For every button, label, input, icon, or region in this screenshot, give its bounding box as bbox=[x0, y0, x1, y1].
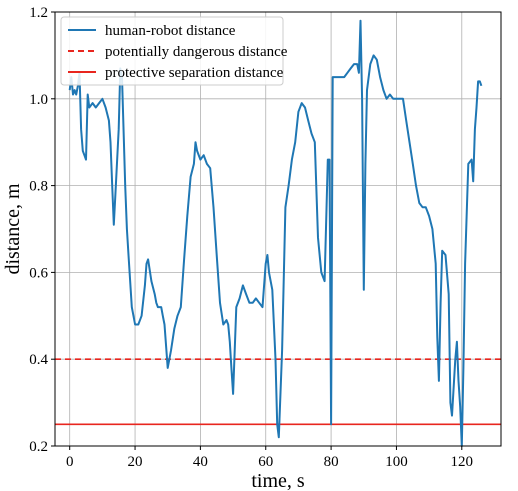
legend: human-robot distance potentially dangerou… bbox=[60, 16, 288, 86]
y-tick-label: 0.6 bbox=[29, 265, 48, 281]
x-tick-label: 40 bbox=[193, 454, 208, 470]
x-tick-label: 100 bbox=[385, 454, 408, 470]
legend-label: potentially dangerous distance bbox=[105, 44, 288, 60]
legend-box bbox=[60, 16, 284, 86]
y-tick-label: 0.8 bbox=[29, 179, 48, 195]
y-tick-label: 1.2 bbox=[29, 5, 48, 21]
x-axis-label: time, s bbox=[251, 470, 305, 491]
x-tick-label: 120 bbox=[451, 454, 474, 470]
y-tick-label: 0.2 bbox=[29, 439, 48, 455]
x-tick-label: 80 bbox=[324, 454, 339, 470]
legend-label: protective separation distance bbox=[105, 65, 284, 81]
series-layer bbox=[68, 19, 483, 447]
plot-frame bbox=[54, 11, 502, 447]
x-tick-label: 60 bbox=[258, 454, 273, 470]
y-tick-label: 1.0 bbox=[29, 92, 48, 108]
legend-label: human-robot distance bbox=[105, 23, 236, 39]
x-tick-label: 20 bbox=[128, 454, 143, 470]
y-axis-ticks: 0.2 0.4 0.6 0.8 1.0 1.2 bbox=[29, 5, 55, 455]
x-axis-ticks: 0 20 40 60 80 100 120 bbox=[66, 446, 473, 470]
y-axis-label: distance, m bbox=[2, 183, 24, 275]
x-tick-label: 0 bbox=[66, 454, 74, 470]
y-tick-label: 0.4 bbox=[29, 352, 48, 368]
distance-series-line bbox=[68, 19, 483, 447]
